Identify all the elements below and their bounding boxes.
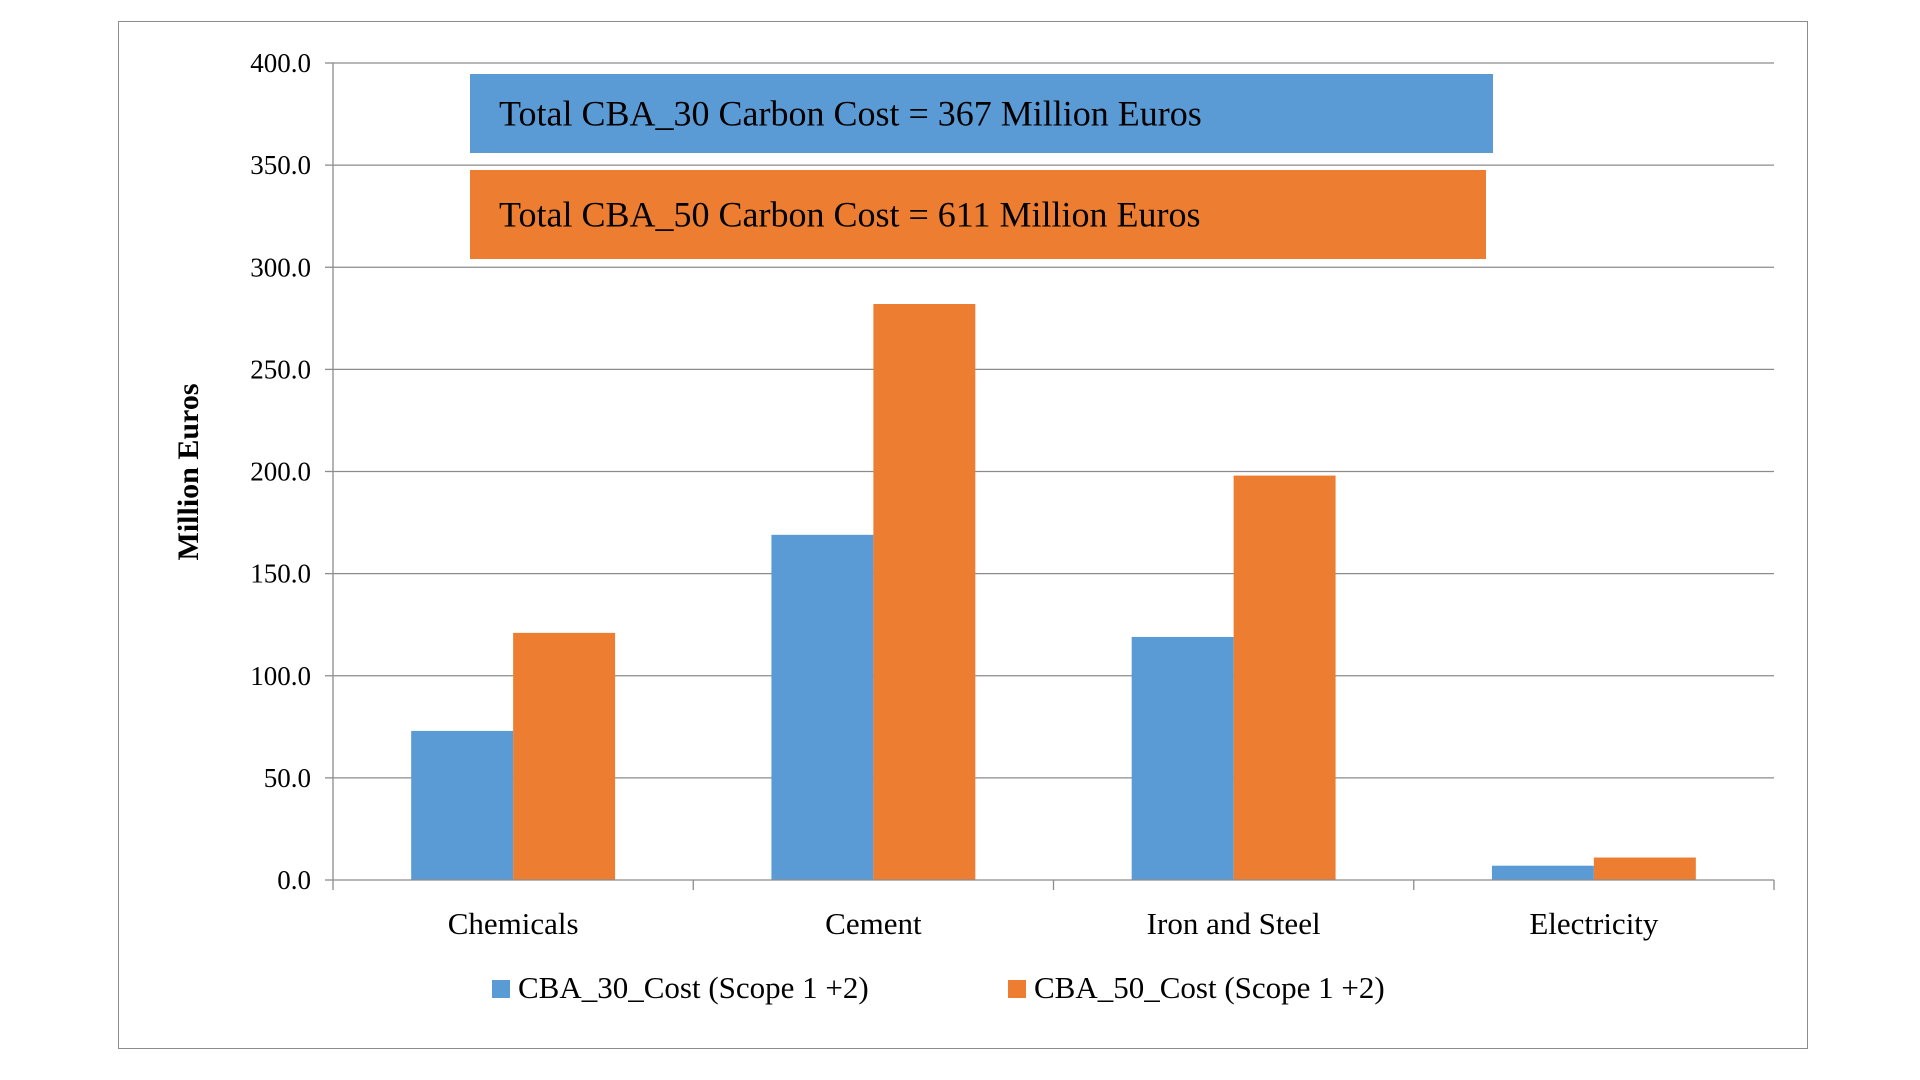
y-tick-label: 150.0	[250, 559, 311, 589]
y-tick-label: 350.0	[250, 150, 311, 180]
bar-cba30-iron-and-steel	[1131, 636, 1234, 880]
bars	[411, 304, 1696, 880]
y-tick-label: 100.0	[250, 661, 311, 691]
y-tick-label: 50.0	[264, 763, 311, 793]
y-tick-labels: 0.0 50.0 100.0 150.0 200.0 250.0 300.0 350.0 400…	[250, 48, 311, 895]
annotation-banner	[470, 74, 1493, 153]
y-tick-label: 200.0	[250, 457, 311, 487]
x-category-label: Cement	[825, 906, 922, 941]
legend-swatch	[492, 980, 510, 998]
legend: CBA_30_Cost (Scope 1 +2) CBA_50_Cost (Sco…	[492, 970, 1385, 1005]
y-tick-label: 300.0	[250, 252, 311, 282]
total-cost-annotations: Total CBA_30 Carbon Cost = 367 Million E…	[470, 74, 1493, 259]
x-category-label: Iron and Steel	[1147, 906, 1321, 941]
annotation-text: Total CBA_50 Carbon Cost = 611 Million E…	[499, 195, 1200, 235]
legend-swatch	[1008, 980, 1026, 998]
bar-cba30-cement	[771, 534, 874, 880]
bar-cba50-chemicals	[513, 632, 616, 880]
bar-cba50-cement	[873, 304, 976, 880]
legend-label: CBA_30_Cost (Scope 1 +2)	[518, 970, 869, 1005]
bar-cba50-iron-and-steel	[1233, 475, 1336, 880]
y-axis-title: Million Euros	[172, 384, 205, 561]
y-tick-label: 400.0	[250, 48, 311, 78]
y-tick-label: 250.0	[250, 354, 311, 384]
x-category-label: Chemicals	[448, 906, 579, 941]
x-category-labels: Chemicals Cement Iron and Steel Electricity	[448, 906, 1659, 941]
annotation-text: Total CBA_30 Carbon Cost = 367 Million E…	[499, 94, 1202, 134]
bar-cba50-electricity	[1593, 857, 1696, 880]
x-category-label: Electricity	[1529, 906, 1659, 941]
bar-cba30-chemicals	[411, 730, 514, 880]
legend-label: CBA_50_Cost (Scope 1 +2)	[1034, 970, 1385, 1005]
annotation-banner	[470, 170, 1486, 259]
y-tick-label: 0.0	[277, 865, 311, 895]
axes	[325, 62, 1775, 890]
bar-cba30-electricity	[1491, 865, 1594, 880]
